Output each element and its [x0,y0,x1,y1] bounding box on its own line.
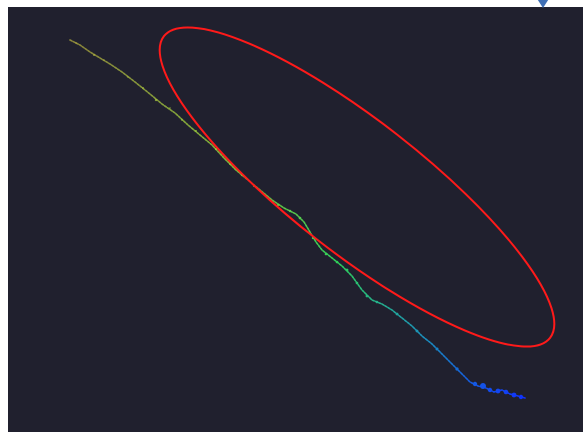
point-cloud-viewport[interactable] [8,7,583,432]
diamond-marker-icon [534,0,552,8]
point-speckles [75,42,524,400]
point-trail [69,39,526,399]
highlight-ellipse [158,26,556,348]
